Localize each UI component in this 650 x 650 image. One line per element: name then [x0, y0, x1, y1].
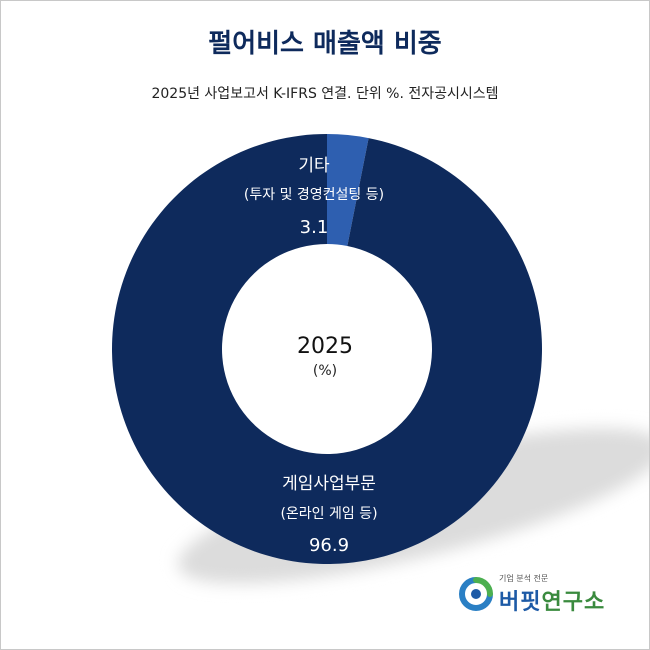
chart-subtitle: 2025년 사업보고서 K-IFRS 연결. 단위 %. 전자공시시스템 [151, 86, 499, 102]
center-year-label: 2025 [297, 334, 353, 359]
buffett-lab-logo: 기업 분석 전문 버핏연구소 [459, 573, 619, 617]
label-game-business-category: 게임사업부문 [282, 474, 376, 494]
label-other-sublabel: (투자 및 경영컨설팅 등) [244, 187, 384, 203]
logo-name-part1: 버핏 [499, 590, 542, 615]
logo-mark-icon [459, 577, 493, 611]
slice-game-business [112, 134, 543, 564]
label-game-business-sublabel: (온라인 게임 등) [280, 506, 377, 522]
label-game-business-value: 96.9 [309, 535, 349, 556]
logo-name-part2: 연구소 [541, 590, 606, 615]
logo-name: 버핏연구소 [499, 584, 605, 616]
label-other-category: 기타 [298, 156, 330, 176]
slice-other [327, 134, 369, 246]
label-other-value: 3.1 [300, 217, 329, 238]
chart-title: 펄어비스 매출액 비중 [208, 29, 442, 59]
center-unit-label: (%) [313, 363, 337, 379]
logo-tagline: 기업 분석 전문 [499, 574, 549, 583]
